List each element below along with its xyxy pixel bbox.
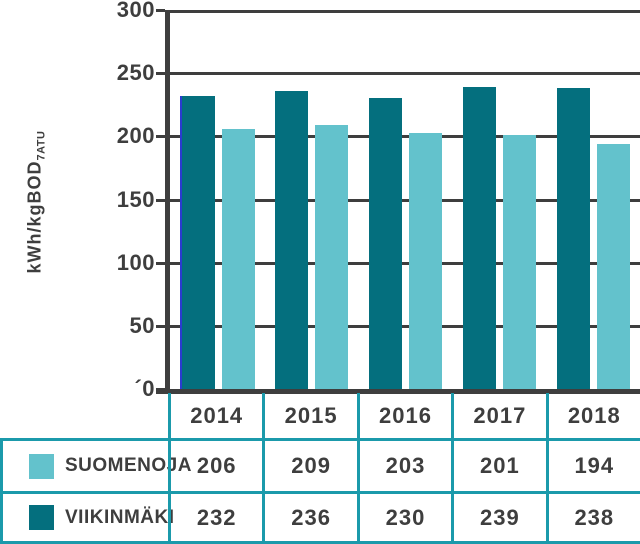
year-header-cell-2018: 2018 — [545, 393, 640, 438]
y-tick-label-50: 50 — [129, 312, 155, 338]
bar-group-2016 — [358, 10, 452, 389]
value-cell-viikinmki-2016: 230 — [356, 491, 452, 541]
year-header-cell-2016: 2016 — [356, 393, 451, 438]
data-table: 2014 2015 2016 2017 2018 SUOMENOJA 206 209 203 20… — [0, 393, 640, 544]
legend-label-viikinmki: VIIKINMÄKI — [65, 506, 175, 528]
bar-suomenoja-2014 — [221, 128, 255, 389]
year-header-cell-2015: 2015 — [262, 393, 356, 438]
bar-group-2018 — [546, 10, 640, 389]
value-cell-suomenoja-2014: 206 — [168, 438, 263, 491]
bar-suomenoja-2015 — [314, 124, 348, 389]
year-header-cell-2017: 2017 — [451, 393, 545, 438]
y-tick-label-250: 250 — [116, 60, 155, 86]
year-header-cell-2014: 2014 — [168, 393, 262, 438]
bar-group-2015 — [264, 10, 358, 389]
value-cell-viikinmki-2014: 232 — [168, 491, 263, 541]
bar-groups — [170, 10, 640, 389]
bar-viikinmki-2014 — [179, 95, 215, 389]
y-tick-label-100: 100 — [116, 249, 155, 275]
legend-swatch-suomenoja — [29, 453, 54, 479]
legend-label-suomenoja: SUOMENOJA — [65, 455, 192, 476]
value-cell-suomenoja-2018: 194 — [545, 438, 640, 491]
bar-suomenoja-2016 — [408, 132, 442, 389]
bar-suomenoja-2018 — [596, 143, 630, 389]
gridline-150 — [170, 198, 640, 202]
bar-viikinmki-2018 — [556, 88, 590, 389]
y-tick-label-200: 200 — [116, 123, 155, 149]
y-tick-mark-100 — [156, 261, 165, 265]
y-tick-label-150: 150 — [116, 186, 155, 212]
gridline-200 — [170, 135, 640, 139]
bar-group-2014 — [170, 10, 264, 389]
bar-viikinmki-2016 — [368, 98, 402, 389]
bar-viikinmki-2017 — [462, 87, 496, 389]
y-tick-mark-250 — [156, 72, 165, 76]
gridline-100 — [170, 261, 640, 265]
legend-swatch-viikinmki — [29, 505, 54, 530]
value-cell-viikinmki-2018: 238 — [545, 491, 640, 541]
bar-suomenoja-2017 — [502, 135, 536, 389]
plot-area — [170, 10, 640, 389]
table-corner-cell — [0, 393, 168, 438]
value-cell-viikinmki-2015: 236 — [262, 491, 357, 541]
legend-cell-suomenoja: SUOMENOJA — [0, 438, 191, 491]
y-tick-label-300: 300 — [116, 0, 155, 22]
x-axis-line — [156, 389, 640, 394]
gridline-300 — [170, 10, 640, 13]
y-tick-label-0: ´0 — [134, 376, 155, 401]
y-tick-mark-200 — [156, 135, 165, 139]
bar-group-2017 — [452, 10, 546, 389]
y-tick-mark-300 — [156, 9, 165, 12]
value-cell-suomenoja-2015: 209 — [262, 438, 357, 491]
gridline-50 — [170, 324, 640, 328]
y-axis-line — [165, 10, 170, 392]
gridline-250 — [170, 72, 640, 76]
y-tick-mark-50 — [156, 324, 165, 328]
bar-viikinmki-2015 — [274, 90, 308, 389]
y-tick-mark-150 — [156, 198, 165, 202]
legend-cell-viikinmki: VIIKINMÄKI — [0, 491, 174, 541]
value-cell-suomenoja-2017: 201 — [451, 438, 546, 491]
value-cell-viikinmki-2017: 239 — [451, 491, 546, 541]
value-cell-suomenoja-2016: 203 — [356, 438, 452, 491]
